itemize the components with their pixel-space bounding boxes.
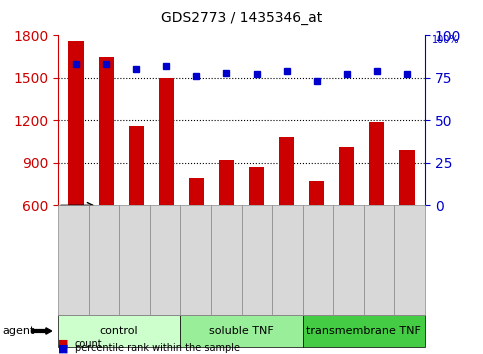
Text: count: count [75, 339, 102, 349]
Bar [339, 147, 355, 290]
Bar [99, 57, 114, 290]
Text: ■: ■ [58, 339, 69, 349]
Text: transmembrane TNF: transmembrane TNF [306, 326, 421, 336]
Text: ■: ■ [58, 343, 69, 353]
Bar [249, 167, 264, 290]
Bar [369, 122, 384, 290]
Bar [219, 160, 234, 290]
Bar [159, 78, 174, 290]
Text: control: control [100, 326, 139, 336]
Bar [399, 150, 414, 290]
Bar [189, 178, 204, 290]
Bar [69, 41, 84, 290]
Text: 100%: 100% [432, 35, 460, 45]
Text: GDS2773 / 1435346_at: GDS2773 / 1435346_at [161, 11, 322, 25]
Bar [279, 137, 294, 290]
Text: soluble TNF: soluble TNF [209, 326, 274, 336]
Bar [309, 181, 324, 290]
Bar [128, 126, 144, 290]
Text: agent: agent [2, 326, 35, 336]
Text: percentile rank within the sample: percentile rank within the sample [75, 343, 240, 353]
